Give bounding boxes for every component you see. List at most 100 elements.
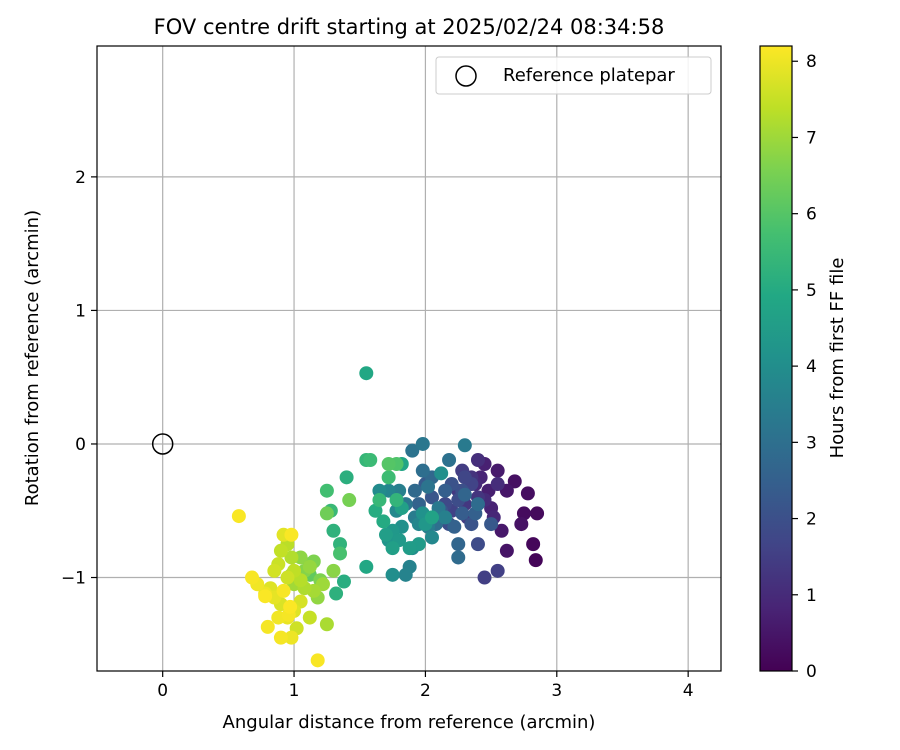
legend: Reference platepar: [435, 56, 712, 95]
data-point: [245, 570, 260, 585]
legend-reference-marker: [455, 65, 477, 87]
colorbar-frame: [759, 45, 793, 672]
data-point: [464, 517, 479, 532]
data-point: [526, 537, 541, 552]
data-point: [438, 483, 453, 498]
data-point: [363, 452, 378, 467]
data-point: [424, 510, 439, 525]
colorbar-tick-label: 3: [806, 433, 817, 453]
reference-marker-layer: [151, 433, 174, 455]
data-point: [385, 567, 400, 582]
y-axis-ticks: −1 0 1 2: [61, 168, 97, 589]
data-point: [280, 570, 295, 585]
data-point: [490, 463, 505, 478]
data-point: [477, 570, 492, 585]
data-point: [319, 617, 334, 632]
data-point: [273, 543, 288, 558]
data-point: [451, 537, 466, 552]
data-point: [457, 487, 472, 502]
data-point: [415, 436, 430, 451]
data-point: [333, 546, 348, 561]
data-point: [434, 466, 449, 481]
y-tick-label: 2: [75, 168, 86, 188]
data-point: [302, 559, 317, 574]
data-points: [231, 366, 545, 668]
x-axis-ticks: 0 1 2 3 4: [157, 671, 694, 701]
data-point: [284, 527, 299, 542]
data-point: [470, 537, 485, 552]
colorbar-gradient: [760, 46, 792, 671]
data-point: [329, 586, 344, 601]
colorbar-tick-label: 8: [806, 52, 817, 72]
data-point: [258, 589, 273, 604]
plot-area-frame: [96, 45, 722, 672]
data-point: [319, 506, 334, 521]
data-point: [457, 470, 472, 485]
y-tick-label: 0: [75, 435, 86, 455]
data-point: [516, 506, 531, 521]
data-point: [385, 541, 400, 556]
data-point: [319, 483, 334, 498]
colorbar-tick-label: 0: [806, 662, 817, 682]
data-point: [470, 452, 485, 467]
data-point: [484, 517, 499, 532]
legend-box: [435, 56, 712, 95]
data-point: [438, 510, 453, 525]
x-tick-label: 4: [683, 681, 694, 701]
data-point: [389, 493, 404, 508]
data-point: [336, 574, 351, 589]
data-point: [490, 563, 505, 578]
data-point: [379, 527, 394, 542]
data-point: [424, 490, 439, 505]
data-point: [530, 506, 545, 521]
colorbar-tick-label: 6: [806, 205, 817, 225]
data-point: [231, 509, 246, 524]
chart-title: FOV centre drift starting at 2025/02/24 …: [154, 15, 665, 39]
y-tick-label: −1: [61, 569, 86, 589]
data-point: [415, 463, 430, 478]
data-point: [271, 610, 286, 625]
data-point: [455, 506, 470, 521]
colorbar: 0 1 2 3 4 5 6 7 8 Hours from first FF file: [759, 45, 848, 682]
reference-platepar-marker: [151, 433, 174, 455]
colorbar-tick-label: 1: [806, 586, 817, 606]
y-tick-label: 1: [75, 301, 86, 321]
data-point: [381, 457, 396, 472]
data-point: [520, 486, 535, 501]
data-point: [359, 559, 374, 574]
data-point: [372, 493, 387, 508]
colorbar-tick-label: 2: [806, 510, 817, 530]
colorbar-tick-label: 5: [806, 281, 817, 301]
data-point: [470, 497, 485, 512]
data-point: [260, 619, 275, 634]
data-point: [273, 630, 288, 645]
data-point: [407, 483, 422, 498]
data-point: [451, 550, 466, 565]
data-point: [528, 553, 543, 568]
data-point: [339, 470, 354, 485]
data-point: [447, 519, 462, 534]
data-point: [326, 563, 341, 578]
legend-entry-label: Reference platepar: [503, 65, 675, 86]
data-point: [276, 583, 291, 598]
data-point: [326, 523, 341, 538]
data-point: [494, 523, 509, 538]
data-point: [402, 541, 417, 556]
data-point: [359, 366, 374, 381]
x-tick-label: 0: [157, 681, 168, 701]
data-point: [381, 470, 396, 485]
data-point: [499, 543, 514, 558]
x-tick-label: 3: [551, 681, 562, 701]
data-point: [457, 438, 472, 453]
data-point: [507, 474, 522, 489]
data-point: [424, 530, 439, 545]
colorbar-ticks: 0 1 2 3 4 5 6 7 8: [792, 52, 817, 682]
data-point: [368, 503, 383, 518]
data-point: [442, 452, 457, 467]
data-point: [310, 653, 325, 668]
data-point: [342, 493, 357, 508]
colorbar-tick-label: 4: [806, 357, 817, 377]
y-axis-label: Rotation from reference (arcmin): [22, 210, 43, 506]
data-point: [376, 514, 391, 529]
